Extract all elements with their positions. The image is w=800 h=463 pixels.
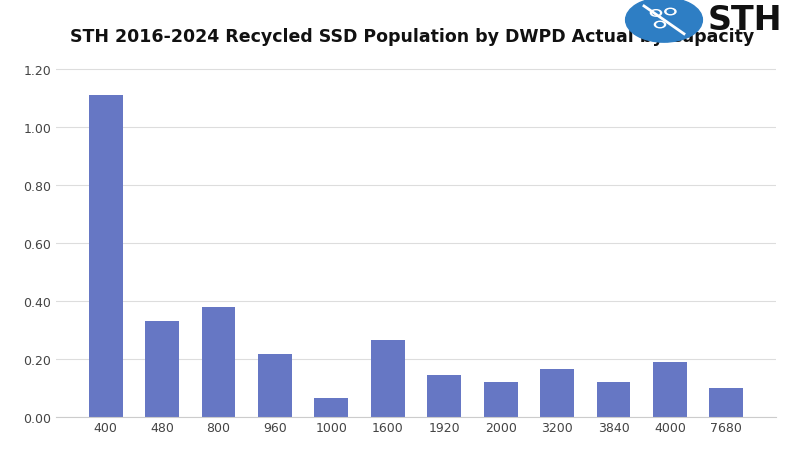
- Text: STH 2016-2024 Recycled SSD Population by DWPD Actual by Capacity: STH 2016-2024 Recycled SSD Population by…: [70, 28, 754, 46]
- Bar: [145, 321, 179, 417]
- Bar: [89, 96, 122, 417]
- Text: STH: STH: [708, 4, 782, 38]
- Bar: [427, 375, 461, 417]
- Bar: [653, 362, 687, 417]
- Bar: [540, 369, 574, 417]
- Bar: [314, 398, 348, 417]
- Bar: [258, 355, 292, 417]
- Bar: [597, 382, 630, 417]
- Bar: [710, 388, 743, 417]
- Bar: [202, 307, 235, 417]
- Bar: [371, 340, 405, 417]
- Bar: [484, 382, 518, 417]
